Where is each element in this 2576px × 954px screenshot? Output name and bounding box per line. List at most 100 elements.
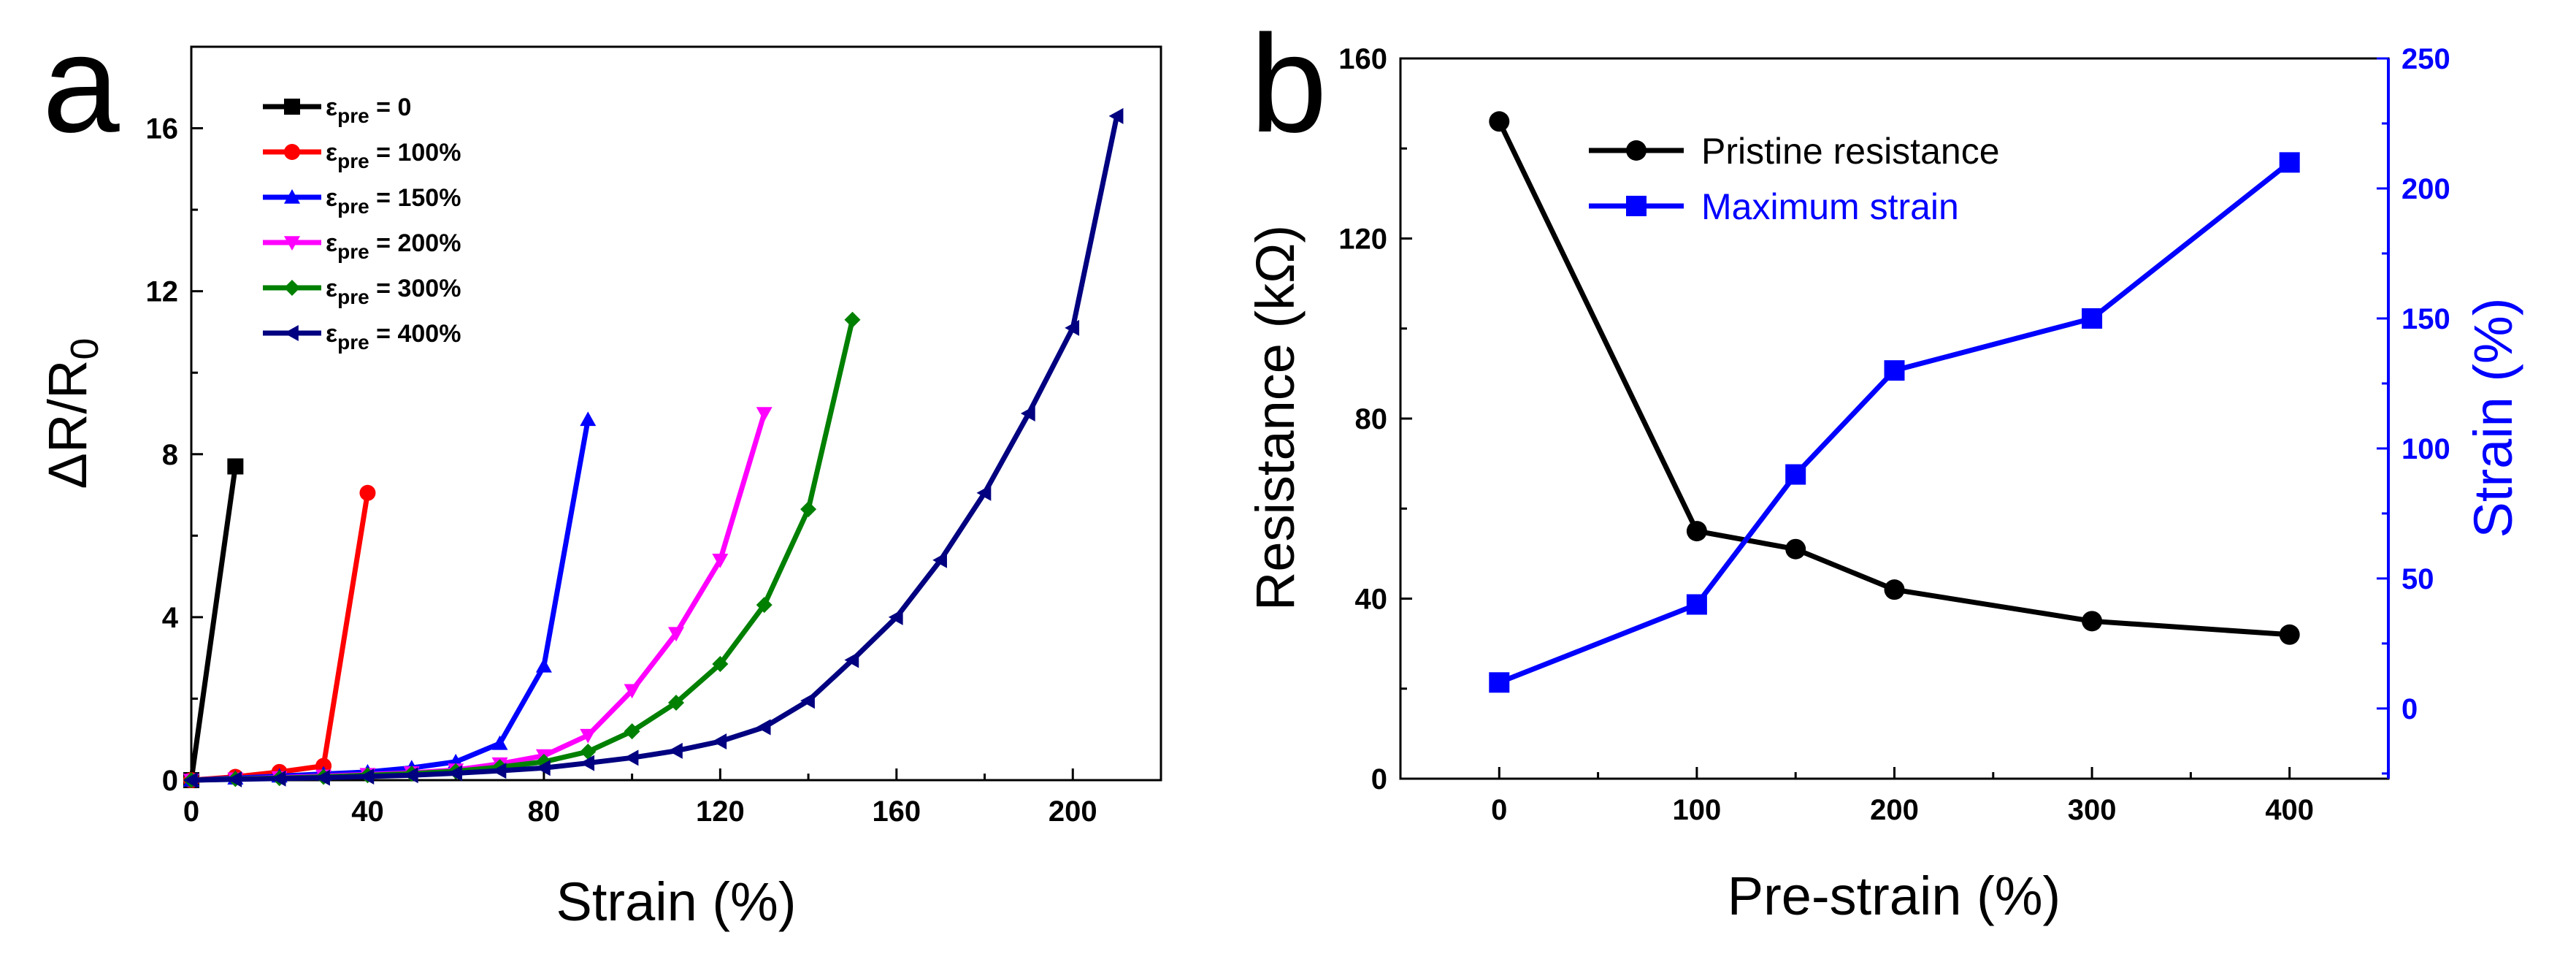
series-5 [183, 107, 1124, 788]
legend-label: εpre = 150% [326, 184, 461, 218]
data-point [2279, 152, 2300, 173]
legend-label: εpre = 400% [326, 320, 461, 354]
x-tick-label: 80 [528, 795, 561, 828]
legend-marker [1626, 196, 1647, 216]
data-point [1884, 360, 1905, 381]
legend-symbol: ε [326, 184, 337, 212]
panel-b-chart: 0 100 200 300 400 0 40 80 120 160 0 50 100 150 200 25… [1245, 43, 2523, 926]
series-line [191, 492, 370, 783]
data-point [271, 770, 286, 787]
y-left-tick-label: 120 [1338, 224, 1387, 256]
y-tick-label: 8 [162, 439, 178, 471]
data-point [1686, 594, 1707, 615]
data-point [448, 765, 462, 782]
data-point [1785, 464, 1806, 485]
legend-value: = 200% [369, 229, 461, 257]
series-line [191, 318, 855, 783]
data-point [2082, 308, 2103, 329]
y-right-tick-label: 250 [2401, 43, 2450, 75]
data-point [403, 767, 418, 784]
legend-marker [284, 325, 299, 341]
legend-label: Pristine resistance [1701, 131, 2000, 172]
data-point [2082, 611, 2103, 632]
series-line [1497, 120, 2290, 638]
x-tick-label: 0 [1491, 794, 1507, 826]
series-4 [183, 311, 861, 788]
legend-subscript: pre [337, 195, 369, 218]
x-tick-label: 160 [872, 795, 921, 828]
series-1 [1489, 152, 2300, 693]
series-line [191, 419, 591, 783]
data-point [2279, 624, 2300, 645]
legend-item: Pristine resistance [1589, 131, 2000, 172]
y-right-tick-label: 50 [2401, 563, 2434, 595]
legend-label: εpre = 200% [326, 229, 461, 263]
data-point [1065, 319, 1080, 336]
y-tick-label: 12 [146, 276, 179, 308]
panel-a-x-axis-title: Strain (%) [556, 871, 797, 932]
data-point [1108, 107, 1124, 124]
data-point [315, 769, 330, 786]
legend-marker [284, 99, 300, 115]
data-point [668, 742, 683, 759]
y-left-tick-label: 80 [1355, 403, 1388, 435]
data-point [1020, 405, 1035, 421]
legend-symbol: ε [326, 320, 337, 348]
x-tick-label: 100 [1673, 794, 1722, 826]
data-point [580, 728, 597, 744]
data-point [844, 652, 859, 668]
data-point [712, 554, 729, 568]
data-point [535, 760, 551, 776]
data-point [580, 411, 597, 427]
y-tick-label: 0 [162, 765, 178, 797]
y-title-subscript: 0 [63, 338, 107, 360]
series-line [191, 412, 767, 783]
legend-item: εpre = 300% [263, 275, 461, 308]
legend-marker [284, 189, 300, 204]
data-point [668, 695, 684, 711]
y-right-tick-label: 200 [2401, 173, 2450, 205]
legend-label: Maximum strain [1701, 186, 1959, 227]
legend-subscript: pre [337, 150, 369, 172]
y-right-tick-label: 150 [2401, 303, 2450, 335]
data-point [580, 755, 595, 771]
legend-label: εpre = 100% [326, 139, 461, 172]
legend-symbol: ε [326, 229, 337, 257]
panel-b-legend: Pristine resistance Maximum strain [1589, 131, 2000, 227]
data-point [491, 763, 507, 779]
legend-subscript: pre [337, 286, 369, 308]
data-point [1884, 579, 1905, 600]
data-point [227, 458, 244, 475]
legend-value: = 0 [369, 94, 412, 121]
x-tick-label: 120 [696, 795, 745, 828]
legend-marker [284, 280, 300, 296]
legend-symbol: ε [326, 275, 337, 302]
data-point [491, 735, 508, 750]
y-tick-label: 4 [162, 602, 179, 634]
data-point [227, 771, 242, 787]
series-2 [183, 411, 597, 787]
data-point [183, 772, 198, 788]
data-point [800, 692, 815, 709]
panel-label-a: a [42, 7, 120, 161]
legend-item: εpre = 100% [263, 139, 461, 172]
data-point [1785, 538, 1806, 560]
data-point [712, 656, 729, 673]
data-point [712, 733, 727, 750]
data-point [1489, 672, 1510, 693]
data-point [756, 719, 771, 736]
series-line [188, 466, 238, 781]
data-point [359, 484, 376, 501]
data-point [624, 723, 640, 740]
x-tick-label: 200 [1870, 794, 1919, 826]
data-point [624, 749, 639, 766]
y-tick-label: 16 [146, 113, 179, 145]
data-point [976, 484, 992, 501]
panel-a-x-axis: 0 40 80 120 160 200 [183, 768, 1097, 828]
panel-a-y-axis: 0 4 8 12 16 [146, 113, 203, 797]
panel-b-series-group [1489, 111, 2300, 693]
data-point [1686, 521, 1707, 542]
